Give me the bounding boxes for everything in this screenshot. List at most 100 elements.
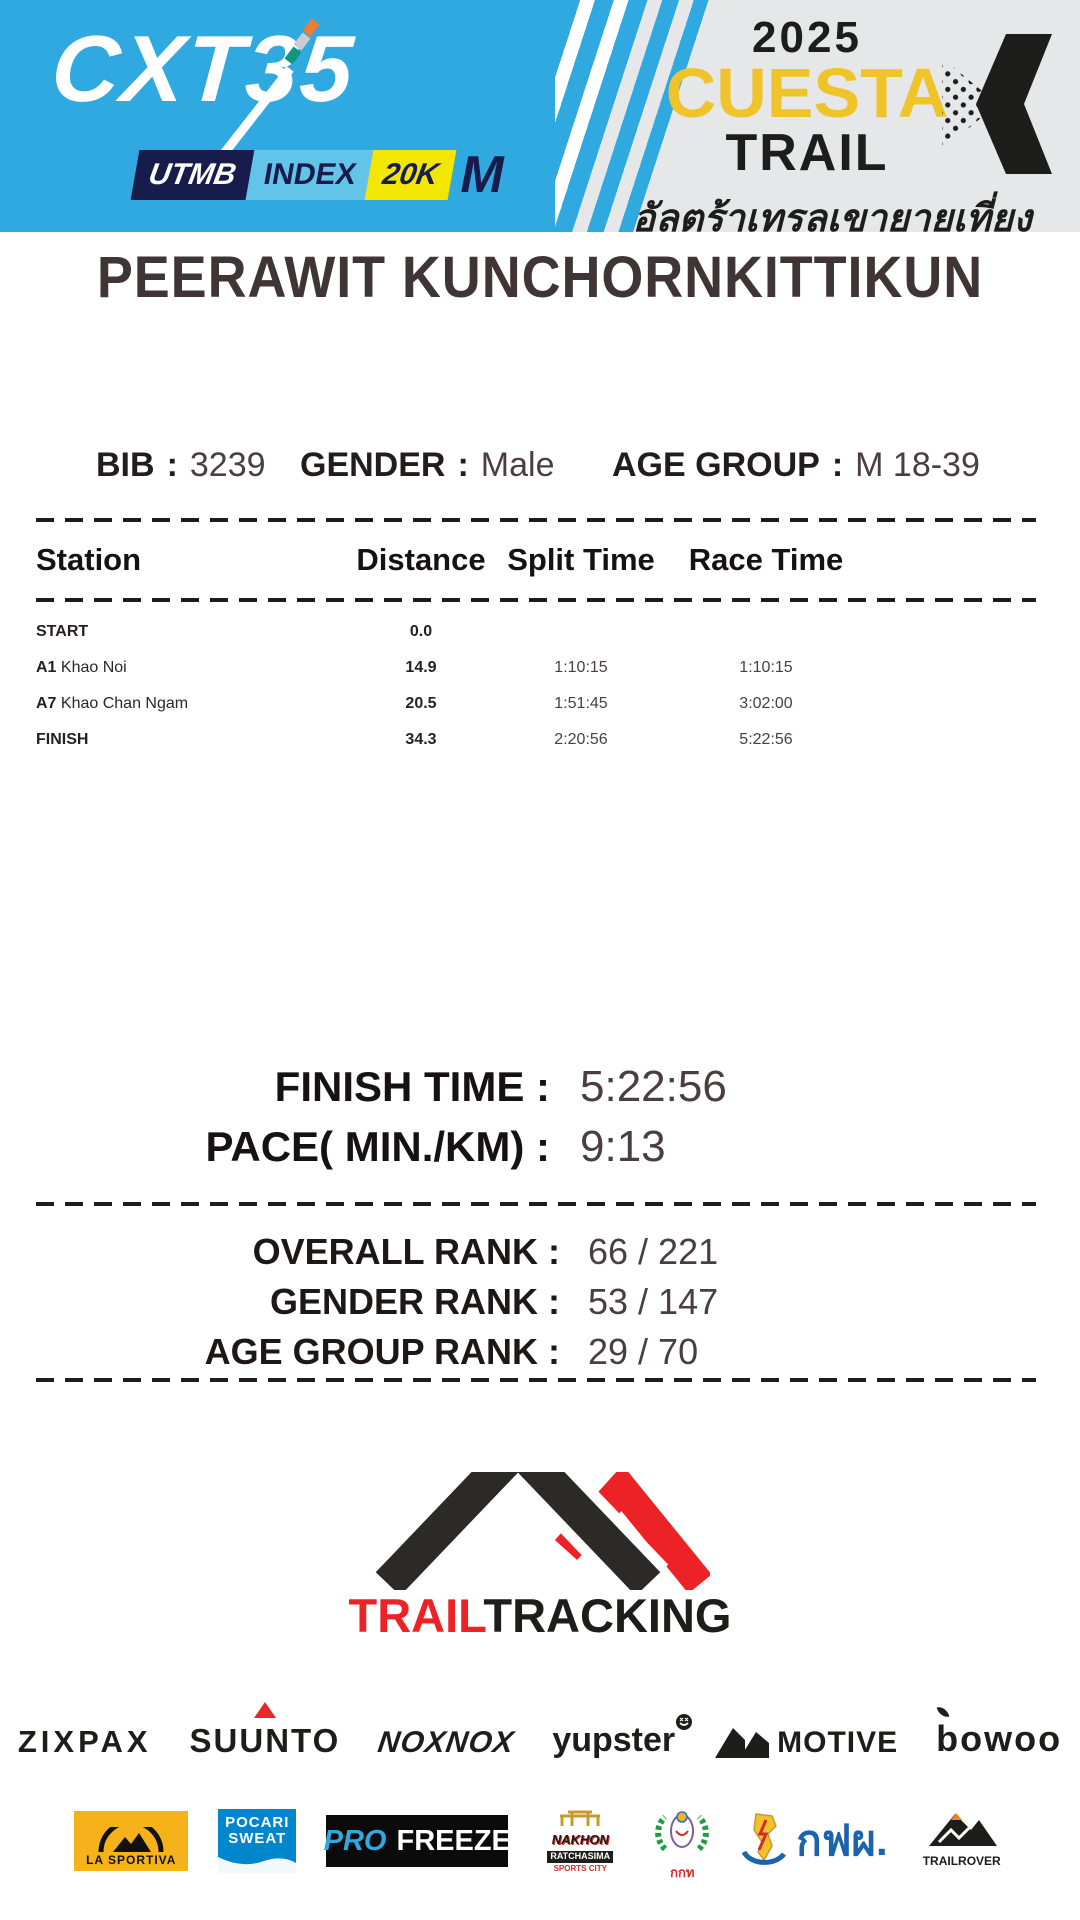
utmb-index-badge: UTMB INDEX 20K M bbox=[130, 146, 504, 204]
split-time-value: 2:20:56 bbox=[554, 731, 608, 748]
finish-time-row: FINISH TIME : 5:22:56 bbox=[0, 1058, 1080, 1116]
race-time-value: 1:10:15 bbox=[739, 659, 793, 676]
suunto-triangle-icon bbox=[253, 1702, 276, 1718]
gender-label: GENDER bbox=[300, 446, 446, 484]
event-thai-subtitle: อัลตร้าเทรลเขายายเที่ยง bbox=[632, 197, 1032, 240]
motive-mountain-icon bbox=[715, 1728, 770, 1758]
overall-rank-label: OVERALL RANK : bbox=[252, 1231, 560, 1272]
divider-dashed bbox=[36, 598, 1036, 602]
la-sportiva-text: LA SPORTIVA bbox=[86, 1853, 177, 1867]
splits-table-body: START 0.0 A1 Khao Noi 14.9 1:10:15 1:10:… bbox=[36, 614, 866, 758]
station-code: FINISH bbox=[36, 731, 89, 748]
cxt35-logo: CXT35 bbox=[48, 16, 472, 168]
nakhon-line2: RATCHASIMA bbox=[547, 1851, 614, 1863]
zixpax-logo: ZIXPAX bbox=[17, 1724, 152, 1759]
motive-logo: MOTIVE bbox=[713, 1724, 898, 1760]
age-group-rank-row: AGE GROUP RANK : 29 / 70 bbox=[0, 1328, 1080, 1376]
distance-value: 20.5 bbox=[405, 695, 437, 712]
bowoo-logo: bowoo bbox=[936, 1704, 1063, 1760]
overall-rank-value: 66 / 221 bbox=[588, 1231, 719, 1272]
index-label: INDEX bbox=[245, 150, 374, 200]
gender-field: GENDER: Male bbox=[300, 446, 555, 485]
col-split-time: Split Time bbox=[507, 542, 655, 577]
egat-logo: กฟผ. bbox=[742, 1812, 888, 1870]
event-header: CXT35 UTMB INDEX 20K M 2025 CUESTA TRAIL bbox=[0, 0, 1080, 240]
sponsor-wordmark-row: ZIXPAX SUUNTO NOXNOX yupster MOTIVE bowo… bbox=[0, 1698, 1080, 1760]
col-distance: Distance bbox=[356, 542, 486, 577]
pocari-line2: SWEAT bbox=[228, 1829, 287, 1847]
trailtracking-trail: TRAIL bbox=[348, 1589, 484, 1642]
freeze-text: FREEZE bbox=[396, 1824, 511, 1857]
utmb-label: UTMB bbox=[130, 150, 255, 200]
gender-value: Male bbox=[480, 446, 555, 484]
sat-thai-text: กกท bbox=[670, 1865, 695, 1880]
gender-rank-row: GENDER RANK : 53 / 147 bbox=[0, 1278, 1080, 1326]
divider-dashed bbox=[36, 1378, 1036, 1382]
smiley-icon bbox=[676, 1714, 693, 1730]
distance-value: 34.3 bbox=[405, 731, 437, 748]
age-group-value: M 18-39 bbox=[855, 446, 980, 484]
finish-time-label: FINISH TIME : bbox=[274, 1063, 550, 1110]
table-row: START 0.0 bbox=[36, 614, 866, 650]
cuesta-x-icon bbox=[942, 34, 1052, 174]
yupster-text: yupster bbox=[552, 1721, 676, 1759]
runner-name: PEERAWIT KUNCHORNKITTIKUN bbox=[96, 245, 984, 310]
station-name: Khao Chan Ngam bbox=[60, 695, 189, 712]
pro-freeze-logo: PRO FREEZE bbox=[323, 1815, 511, 1867]
egat-thai-text: กฟผ. bbox=[796, 1817, 888, 1864]
station-code: A1 bbox=[36, 659, 57, 676]
m-mark-icon: M bbox=[460, 146, 504, 204]
distance-badge: 20K bbox=[364, 150, 457, 200]
bowoo-text: bowoo bbox=[936, 1718, 1063, 1759]
pocari-sweat-logo: POCARI SWEAT bbox=[218, 1809, 297, 1873]
sports-authority-logo: กกท bbox=[652, 1805, 712, 1880]
pocari-wave-icon bbox=[218, 1857, 297, 1873]
trailrover-logo: TRAILROVER bbox=[918, 1808, 1006, 1874]
col-race-time: Race Time bbox=[688, 542, 844, 577]
age-group-field: AGE GROUP: M 18-39 bbox=[612, 446, 980, 485]
splits-header-row: Station Distance Split Time Race Time bbox=[36, 538, 866, 582]
nakhon-ratchasima-logo: NAKHON RATCHASIMA SPORTS CITY bbox=[538, 1808, 622, 1874]
noxnox-logo: NOXNOX bbox=[376, 1726, 517, 1759]
divider-dashed bbox=[36, 518, 1036, 522]
trailrover-text: TRAILROVER bbox=[922, 1854, 1001, 1868]
table-row: A7 Khao Chan Ngam 20.5 1:51:45 3:02:00 bbox=[36, 686, 866, 722]
station-name: Khao Noi bbox=[60, 659, 127, 676]
divider-dashed bbox=[36, 1202, 1036, 1206]
pace-label: PACE( MIN./KM) : bbox=[205, 1123, 550, 1170]
table-row: A1 Khao Noi 14.9 1:10:15 1:10:15 bbox=[36, 650, 866, 686]
event-name-trail: TRAIL bbox=[725, 123, 889, 182]
bib-colon: : bbox=[166, 446, 178, 484]
suunto-logo: SUUNTO bbox=[190, 1702, 341, 1760]
pro-text: PRO bbox=[323, 1824, 387, 1857]
sat-wreath-icon bbox=[655, 1811, 710, 1852]
finish-time-value: 5:22:56 bbox=[580, 1062, 727, 1111]
leaf-icon bbox=[936, 1704, 950, 1720]
la-sportiva-arch-icon bbox=[98, 1827, 164, 1853]
nakhon-line3: SPORTS CITY bbox=[553, 1864, 607, 1873]
bib-label: BIB bbox=[96, 446, 155, 484]
trailtracking-tracking: TRACKING bbox=[483, 1589, 732, 1642]
gender-rank-value: 53 / 147 bbox=[588, 1281, 719, 1322]
trailtracking-mountain-icon bbox=[370, 1472, 710, 1590]
age-group-rank-value: 29 / 70 bbox=[588, 1331, 699, 1372]
cuesta-trail-logo: 2025 CUESTA TRAIL อัลตร้าเทรลเขายายเที่ย… bbox=[612, 16, 1052, 248]
overall-rank-row: OVERALL RANK : 66 / 221 bbox=[0, 1228, 1080, 1276]
sponsor-logo-row: LA SPORTIVA POCARI SWEAT PRO FREEZE NAKH… bbox=[0, 1796, 1080, 1886]
station-code: A7 bbox=[36, 695, 57, 712]
age-group-label: AGE GROUP bbox=[612, 446, 820, 484]
yupster-logo: yupster bbox=[552, 1714, 693, 1760]
nakhon-line1: NAKHON bbox=[551, 1832, 609, 1847]
col-station: Station bbox=[36, 542, 142, 577]
split-time-value: 1:51:45 bbox=[554, 695, 608, 712]
pocari-line1: POCARI bbox=[225, 1814, 290, 1831]
gender-colon: : bbox=[457, 446, 469, 484]
pace-row: PACE( MIN./KM) : 9:13 bbox=[0, 1118, 1080, 1176]
bib-value: 3239 bbox=[189, 446, 266, 484]
egat-map-icon bbox=[742, 1813, 787, 1865]
age-group-colon: : bbox=[831, 446, 844, 484]
distance-value: 14.9 bbox=[405, 659, 437, 676]
age-group-rank-label: AGE GROUP RANK : bbox=[204, 1331, 560, 1372]
motive-text: MOTIVE bbox=[777, 1726, 899, 1759]
trailrover-mountain-icon bbox=[928, 1813, 997, 1846]
